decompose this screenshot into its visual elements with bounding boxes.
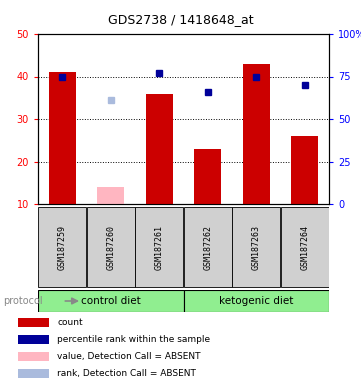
Bar	[146, 93, 173, 204]
FancyBboxPatch shape	[135, 207, 183, 287]
Bar	[291, 136, 318, 204]
Text: GSM187264: GSM187264	[300, 225, 309, 270]
Text: GDS2738 / 1418648_at: GDS2738 / 1418648_at	[108, 13, 253, 26]
Text: GSM187262: GSM187262	[203, 225, 212, 270]
Bar	[18, 352, 49, 361]
Bar	[97, 187, 124, 204]
Bar	[49, 72, 75, 204]
Text: GSM187260: GSM187260	[106, 225, 115, 270]
Bar	[195, 149, 221, 204]
Text: control diet: control diet	[81, 296, 141, 306]
FancyBboxPatch shape	[184, 207, 231, 287]
Bar	[18, 369, 49, 378]
FancyBboxPatch shape	[39, 207, 86, 287]
Text: GSM187263: GSM187263	[252, 225, 261, 270]
Bar	[18, 335, 49, 344]
FancyBboxPatch shape	[183, 290, 329, 311]
Text: percentile rank within the sample: percentile rank within the sample	[57, 335, 210, 344]
FancyBboxPatch shape	[38, 290, 183, 311]
FancyBboxPatch shape	[87, 207, 135, 287]
FancyBboxPatch shape	[281, 207, 329, 287]
Text: GSM187259: GSM187259	[58, 225, 67, 270]
Bar	[243, 64, 270, 204]
FancyBboxPatch shape	[232, 207, 280, 287]
Text: GSM187261: GSM187261	[155, 225, 164, 270]
Text: ketogenic diet: ketogenic diet	[219, 296, 293, 306]
Text: count: count	[57, 318, 83, 327]
Text: value, Detection Call = ABSENT: value, Detection Call = ABSENT	[57, 352, 201, 361]
Text: rank, Detection Call = ABSENT: rank, Detection Call = ABSENT	[57, 369, 196, 378]
Text: protocol: protocol	[4, 296, 43, 306]
Bar	[18, 318, 49, 327]
